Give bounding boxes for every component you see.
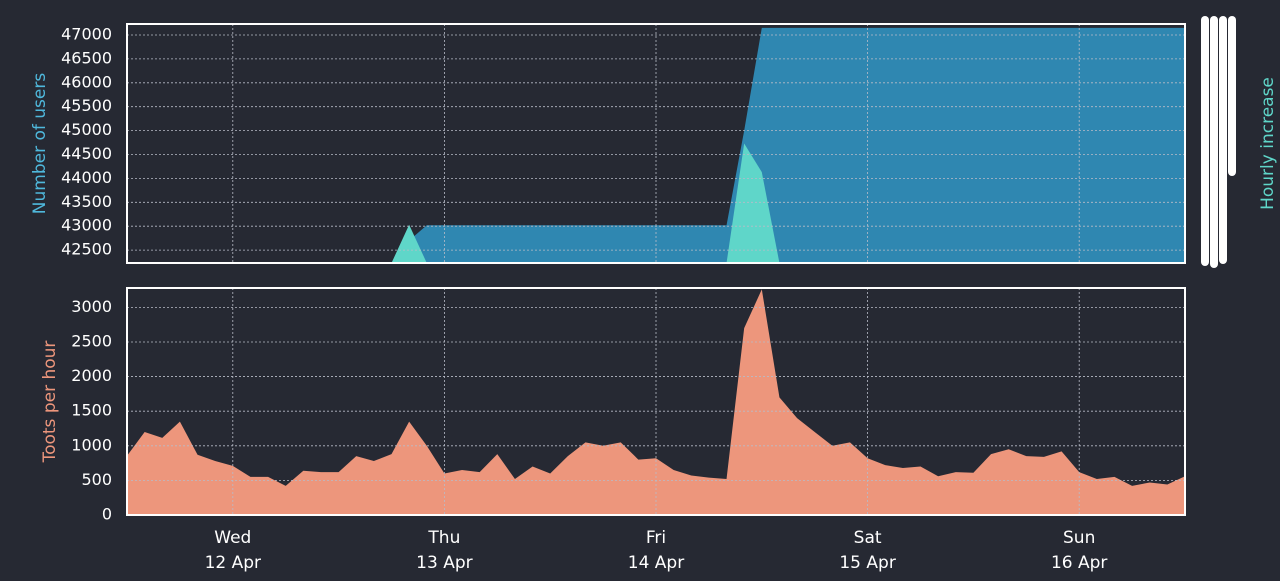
y-tick-label: 42500 bbox=[61, 240, 112, 259]
y-tick-label: 44000 bbox=[61, 168, 112, 187]
y2-axis-label: Hourly increase bbox=[1258, 77, 1278, 210]
plot-area bbox=[127, 27, 1185, 263]
x-tick-label: Wed 12 Apr bbox=[204, 528, 262, 573]
y-tick-label: 3000 bbox=[71, 297, 112, 316]
y-tick-label: 43500 bbox=[61, 192, 112, 211]
y-tick-label: 43000 bbox=[61, 216, 112, 235]
y-tick-label: 47000 bbox=[61, 24, 112, 43]
x-tick-label: Sun 16 Apr bbox=[1050, 528, 1108, 573]
plot-border bbox=[126, 23, 1186, 264]
y-tick-label: 500 bbox=[81, 470, 112, 489]
area bbox=[127, 27, 1185, 263]
y-tick-label: 0 bbox=[102, 505, 112, 524]
y-tick-label: 1500 bbox=[71, 401, 112, 420]
redaction bbox=[1201, 16, 1236, 268]
plot-border bbox=[126, 287, 1186, 516]
y-axis-label: Number of users bbox=[30, 73, 50, 215]
y-tick-label: 2000 bbox=[71, 366, 112, 385]
y-tick-label: 46500 bbox=[61, 48, 112, 67]
y-tick-label: 45500 bbox=[61, 96, 112, 115]
x-tick-label: Sat 15 Apr bbox=[839, 528, 896, 573]
plot-area bbox=[127, 289, 1185, 515]
y-axis-label: Toots per hour bbox=[40, 341, 60, 464]
x-tick-label: Thu 13 Apr bbox=[416, 528, 473, 573]
x-tick-label: Fri 14 Apr bbox=[627, 528, 685, 573]
y-tick-label: 1000 bbox=[71, 435, 112, 454]
y-tick-label: 45000 bbox=[61, 120, 112, 139]
area bbox=[127, 289, 1185, 515]
y-tick-label: 46000 bbox=[61, 72, 112, 91]
y-tick-label: 44500 bbox=[61, 144, 112, 163]
y-tick-label: 2500 bbox=[71, 331, 112, 350]
